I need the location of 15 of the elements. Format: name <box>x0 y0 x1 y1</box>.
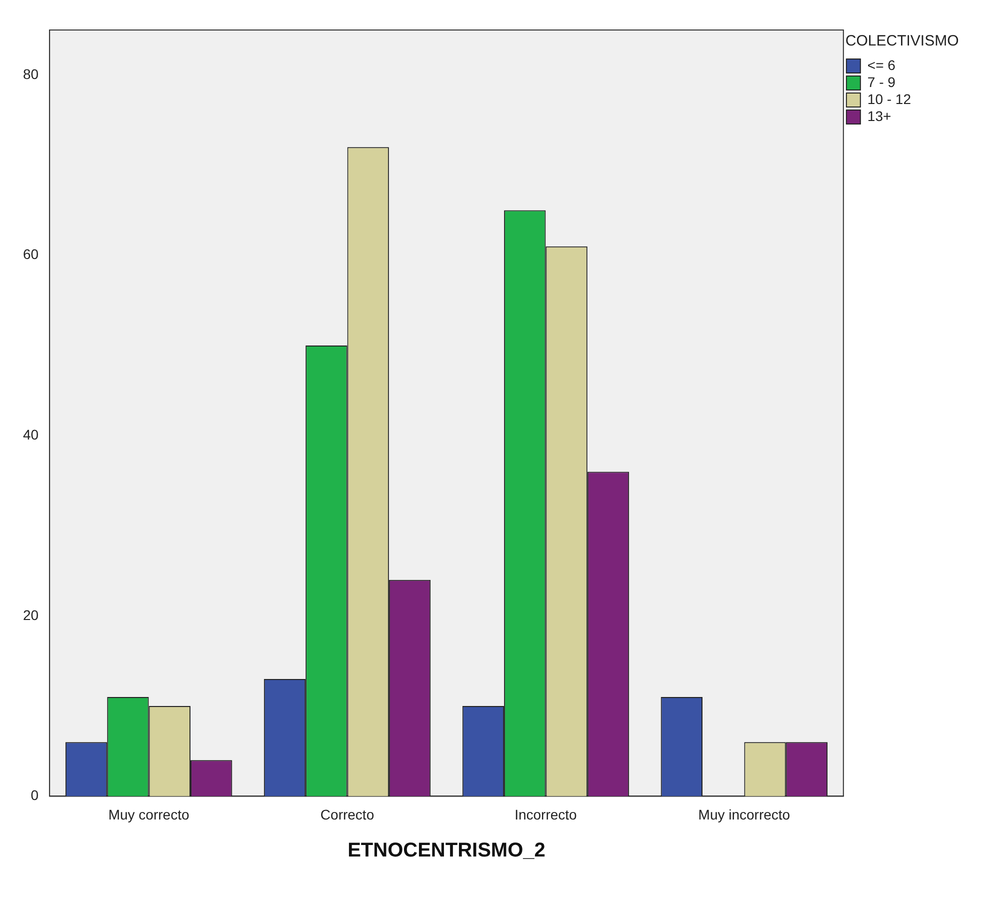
x-axis-title: ETNOCENTRISMO_2 <box>348 840 546 862</box>
legend-title: COLECTIVISMO <box>845 32 959 50</box>
x-tick-label: Correcto <box>320 806 374 822</box>
x-tick-label: Incorrecto <box>514 806 578 822</box>
legend-label: 10 - 12 <box>867 90 912 107</box>
y-tick-label: 0 <box>30 787 39 804</box>
legend-label: 7 - 9 <box>867 74 896 90</box>
x-tick-label: Muy correcto <box>108 806 190 822</box>
x-tick-label: Muy incorrecto <box>698 806 790 822</box>
legend-label: 13+ <box>867 108 892 124</box>
y-tick-label: 20 <box>22 606 39 623</box>
y-tick-label: 60 <box>22 246 39 262</box>
y-tick-label: 40 <box>22 426 39 442</box>
y-tick-label: 80 <box>22 66 39 82</box>
legend-label: <= 6 <box>867 56 896 73</box>
